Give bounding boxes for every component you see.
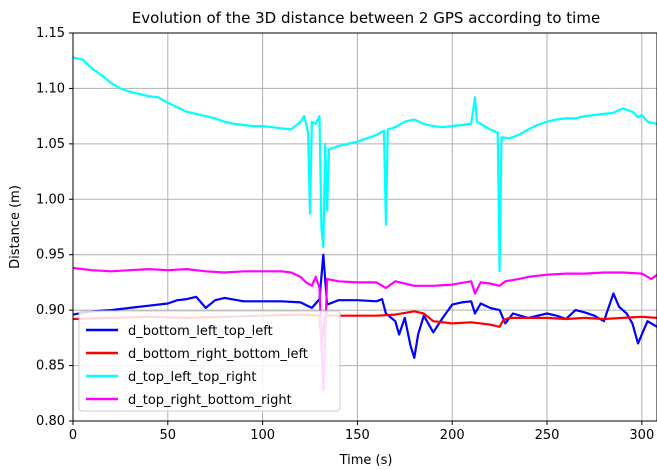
legend-label-2: d_bottom_right_bottom_left [128, 347, 308, 362]
x-axis-label: Time (s) [339, 453, 393, 468]
x-tick-label: 150 [345, 428, 370, 443]
y-tick-label: 0.85 [36, 359, 65, 374]
chart-title: Evolution of the 3D distance between 2 G… [132, 9, 600, 27]
x-tick-label: 100 [250, 428, 275, 443]
y-tick-label: 1.10 [36, 81, 65, 96]
series-line-1 [72, 253, 657, 359]
y-tick-label: 0.90 [36, 303, 65, 318]
legend: d_bottom_left_top_left d_bottom_right_bot… [78, 310, 341, 412]
y-tick-label: 0.95 [36, 248, 65, 263]
series-line-4 [72, 266, 657, 392]
x-tick-label: 300 [629, 428, 654, 443]
x-tick-label: 50 [160, 428, 177, 443]
legend-label-4: d_top_right_bottom_right [128, 393, 292, 408]
x-tick-label: 200 [440, 428, 465, 443]
legend-box [78, 310, 341, 412]
x-axis: 0 50 100 150 200 250 300 [69, 421, 654, 443]
y-tick-label: 1.15 [36, 26, 65, 41]
y-tick-label: 1.05 [36, 137, 65, 152]
x-tick-label: 250 [535, 428, 560, 443]
y-tick-label: 0.80 [36, 414, 65, 429]
y-axis-label: Distance (m) [8, 185, 23, 269]
y-tick-label: 1.00 [36, 192, 65, 207]
series-line-3 [72, 56, 657, 273]
plot-frame [72, 32, 657, 422]
legend-label-3: d_top_left_top_right [128, 370, 256, 385]
legend-label-1: d_bottom_left_top_left [128, 324, 273, 339]
x-tick-label: 0 [69, 428, 77, 443]
y-axis: 0.80 0.85 0.90 0.95 1.00 1.05 1.10 1.15 [36, 26, 73, 429]
